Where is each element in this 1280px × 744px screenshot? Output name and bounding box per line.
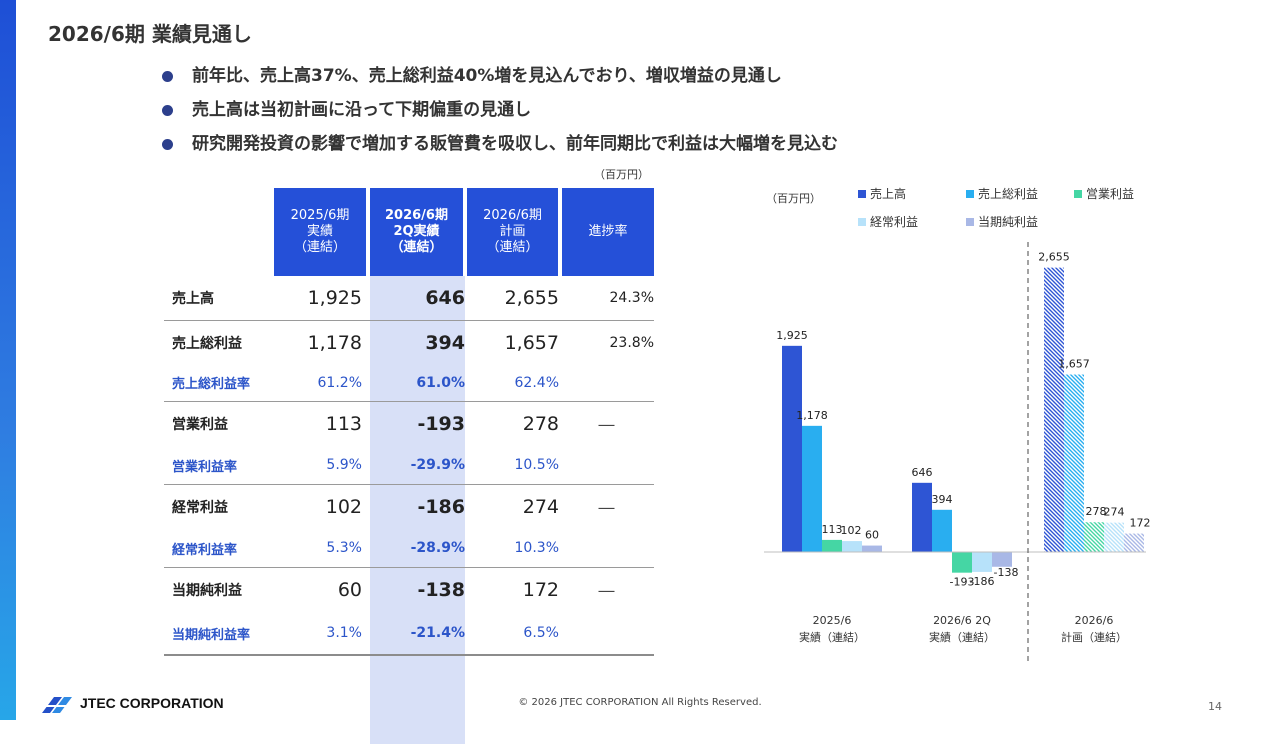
legend-swatch-3 <box>1074 190 1082 198</box>
category-label-1-line-2: 実績（連結） <box>799 630 865 644</box>
bullet-item: 前年比、売上高37%、売上総利益40%増を見込んでおり、増収増益の見通し <box>162 63 838 97</box>
bar-1-2 <box>802 425 822 552</box>
table-row: 当期純利益 60 -138 172 ― <box>172 579 615 601</box>
bar-value-label-1-3: 113 <box>822 523 843 536</box>
bar-2-1 <box>912 482 932 552</box>
table-row: 営業利益率 5.9% -29.9% 10.5% <box>172 457 559 475</box>
company-logo: JTEC CORPORATION <box>40 693 224 713</box>
bar-2-5 <box>992 552 1012 567</box>
bar-value-label-1-5: 60 <box>865 529 879 542</box>
category-label-1-line-1: 2025/6 <box>813 614 852 627</box>
row-divider <box>164 484 654 485</box>
table-row: 経常利益率 5.3% -28.9% 10.3% <box>172 540 559 558</box>
bar-2-4 <box>972 552 992 572</box>
header-progress-rate: 進捗率 <box>562 188 654 276</box>
bullet-dot-icon <box>162 139 173 150</box>
page-title: 2026/6期 業績見通し <box>48 22 252 46</box>
legend-label-5: 当期純利益 <box>978 215 1038 229</box>
bar-2-3 <box>952 552 972 573</box>
table-row: 当期純利益率 3.1% -21.4% 6.5% <box>172 625 559 643</box>
bar-1-3 <box>822 539 842 552</box>
jtec-logo-icon <box>40 697 74 713</box>
bar-3-3 <box>1084 522 1104 552</box>
highlight-column <box>370 276 465 744</box>
bar-3-2 <box>1064 374 1084 552</box>
table-unit-label: （百万円） <box>594 168 649 181</box>
legend-swatch-1 <box>858 190 866 198</box>
bar-value-label-2-1: 646 <box>912 466 933 479</box>
summary-bullets: 前年比、売上高37%、売上総利益40%増を見込んでおり、増収増益の見通し 売上高… <box>162 63 838 165</box>
bar-value-label-3-4: 274 <box>1104 506 1125 519</box>
bar-2-2 <box>932 509 952 552</box>
bar-value-label-1-2: 1,178 <box>796 409 828 422</box>
bar-3-5 <box>1124 533 1144 552</box>
legend-swatch-2 <box>966 190 974 198</box>
bar-value-label-2-5: -138 <box>994 566 1019 579</box>
table-row: 売上総利益 1,178 394 1,657 23.8% <box>172 332 654 354</box>
chart-x-labels: 2025/6 実績（連結） 2026/6 2Q 実績（連結） 2026/6 計画（連結） <box>799 614 1127 644</box>
copyright: © 2026 JTEC CORPORATION All Rights Reser… <box>518 697 762 708</box>
bar-value-label-3-5: 172 <box>1130 517 1151 530</box>
bar-1-1 <box>782 345 802 552</box>
bullet-dot-icon <box>162 71 173 82</box>
bar-value-label-2-4: -186 <box>970 575 995 588</box>
bullet-item: 研究開発投資の影響で増加する販管費を吸収し、前年同期比で利益は大幅増を見込む <box>162 131 838 165</box>
row-divider <box>164 401 654 402</box>
header-fy2026-plan: 2026/6期 計画 （連結） <box>467 188 558 276</box>
bar-value-label-3-2: 1,657 <box>1058 358 1090 371</box>
bar-1-4 <box>842 541 862 552</box>
bullet-dot-icon <box>162 105 173 116</box>
legend-swatch-4 <box>858 218 866 226</box>
bar-3-1 <box>1044 267 1064 552</box>
legend-label-3: 営業利益 <box>1086 187 1134 201</box>
bar-value-label-2-3: -193 <box>950 576 975 589</box>
page-number: 14 <box>1208 700 1222 713</box>
bar-1-5 <box>862 545 882 552</box>
bar-value-label-2-2: 394 <box>932 493 953 506</box>
legend-label-2: 売上総利益 <box>978 186 1038 201</box>
row-divider <box>164 320 654 321</box>
chart-unit-label: （百万円） <box>766 192 821 205</box>
bar-3-4 <box>1104 522 1124 552</box>
bar-value-label-1-4: 102 <box>841 524 862 537</box>
table-row: 売上総利益率 61.2% 61.0% 62.4% <box>172 374 559 393</box>
bar-value-label-1-1: 1,925 <box>776 329 808 342</box>
bar-value-label-3-3: 278 <box>1086 505 1107 518</box>
category-label-3-line-1: 2026/6 <box>1075 614 1114 627</box>
table-row: 営業利益 113 -193 278 ― <box>172 413 615 435</box>
category-label-2-line-2: 実績（連結） <box>929 630 995 644</box>
table-bottom-rule <box>164 654 654 656</box>
legend-label-1: 売上高 <box>870 186 906 201</box>
legend-label-4: 経常利益 <box>870 215 918 229</box>
category-label-3-line-2: 計画（連結） <box>1061 630 1127 644</box>
header-fy2026-2q-actual: 2026/6期 2Q実績 （連結） <box>370 188 463 276</box>
bullet-item: 売上高は当初計画に沿って下期偏重の見通し <box>162 97 838 131</box>
left-accent-bar <box>0 0 16 720</box>
category-label-2-line-1: 2026/6 2Q <box>933 614 991 627</box>
header-fy2025-actual: 2025/6期 実績 （連結） <box>274 188 366 276</box>
table-row: 経常利益 102 -186 274 ― <box>172 496 615 518</box>
bar-value-label-3-1: 2,655 <box>1038 251 1070 264</box>
legend-swatch-5 <box>966 218 974 226</box>
table-row: 売上高 1,925 646 2,655 24.3% <box>172 287 654 309</box>
row-divider <box>164 567 654 568</box>
